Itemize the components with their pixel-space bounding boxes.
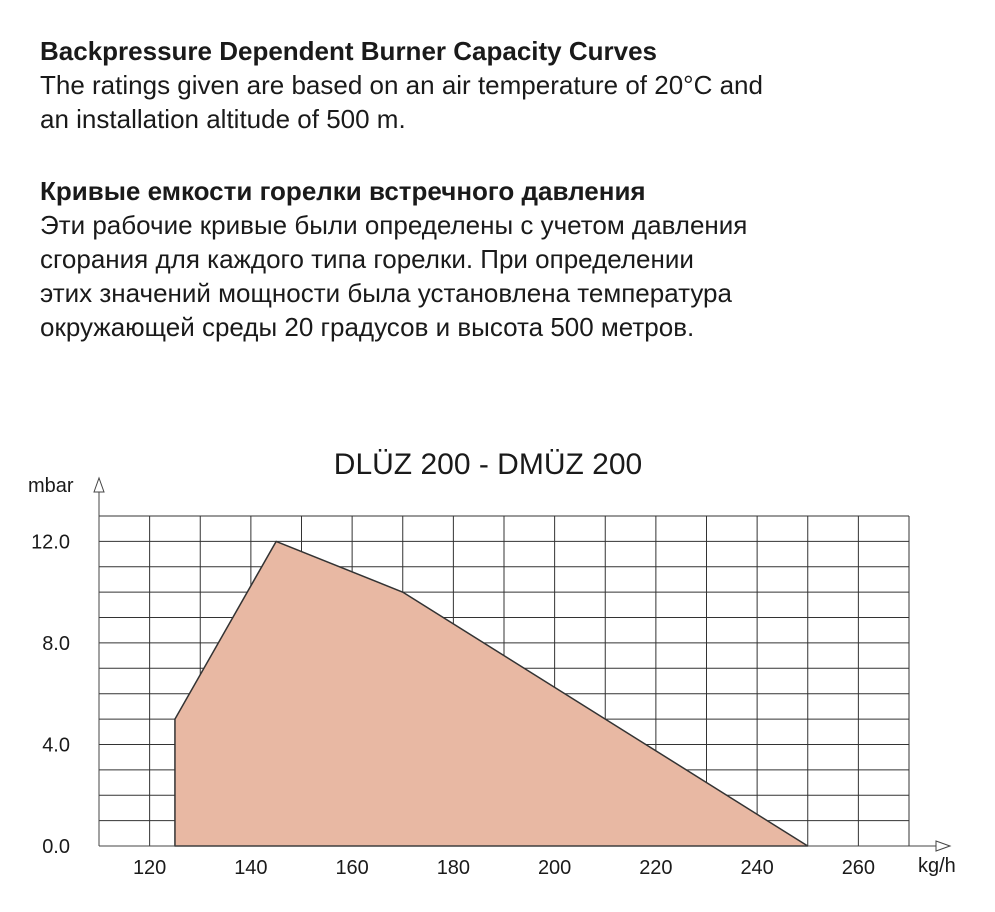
x-tick-label: 120 [133, 857, 166, 879]
russian-paragraph: Эти рабочие кривые были определены с уче… [40, 208, 970, 344]
russian-line: окружающей среды 20 градусов и высота 50… [40, 312, 695, 342]
english-line: The ratings given are based on an air te… [40, 70, 763, 100]
russian-line: этих значений мощности была установлена … [40, 278, 732, 308]
x-tick-label: 160 [335, 857, 368, 879]
y-tick-label: 12.0 [31, 531, 70, 553]
x-tick-label: 220 [639, 857, 672, 879]
y-tick-label: 8.0 [42, 633, 70, 655]
y-axis-arrow-icon [93, 476, 105, 493]
x-tick-label: 140 [234, 857, 267, 879]
y-tick-label: 4.0 [42, 734, 70, 756]
chart-axes [93, 476, 952, 852]
english-description: Backpressure Dependent Burner Capacity C… [40, 34, 970, 136]
russian-heading: Кривые емкости горелки встречного давлен… [40, 176, 646, 206]
x-tick-label: 240 [740, 857, 773, 879]
x-tick-label: 180 [437, 857, 470, 879]
x-axis-arrow-icon [935, 840, 952, 852]
russian-line: Эти рабочие кривые были определены с уче… [40, 210, 748, 240]
english-heading: Backpressure Dependent Burner Capacity C… [40, 36, 658, 66]
x-tick-label: 200 [538, 857, 571, 879]
x-axis-label: kg/h [918, 855, 956, 877]
english-line: an installation altitude of 500 m. [40, 104, 406, 134]
y-tick-label: 0.0 [42, 836, 70, 858]
y-axis-label: mbar [28, 475, 74, 497]
russian-description: Кривые емкости горелки встречного давлен… [40, 174, 970, 344]
chart-labels: 120 140 160 180 200 220 240 260 0.0 4.0 8.0 12.0 [31, 531, 875, 879]
chart-title: DLÜZ 200 - DMÜZ 200 [334, 448, 642, 481]
russian-line: сгорания для каждого типа горелки. При о… [40, 244, 694, 274]
x-tick-label: 260 [842, 857, 875, 879]
english-paragraph: The ratings given are based on an air te… [40, 68, 970, 136]
